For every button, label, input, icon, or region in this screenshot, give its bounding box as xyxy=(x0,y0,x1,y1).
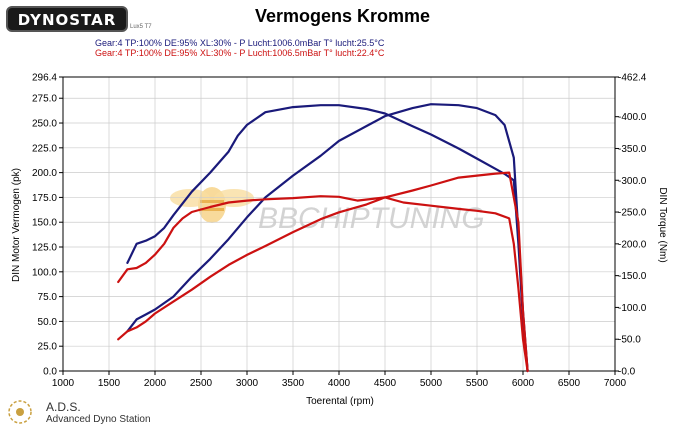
series-line-2-torque xyxy=(126,104,529,373)
series-line-4-torque xyxy=(117,195,529,373)
y-left-tick-label: 0.0 xyxy=(43,367,57,378)
x-tick-label: 5000 xyxy=(420,378,443,389)
y-left-tick-label: 150.0 xyxy=(32,218,57,229)
x-tick-label: 6500 xyxy=(558,378,581,389)
x-tick-label: 4500 xyxy=(374,378,397,389)
series-line-3-power xyxy=(117,171,529,373)
y-left-tick-label: 275.0 xyxy=(32,94,57,105)
y-left-tick-label: 100.0 xyxy=(32,267,57,278)
x-tick-label: 6000 xyxy=(512,378,535,389)
y-left-tick-label: 125.0 xyxy=(32,243,57,254)
logo-small-text: Lux5 T7 xyxy=(130,24,152,30)
watermark-logo: BBCHIPTUNING xyxy=(170,187,485,235)
x-tick-label: 3000 xyxy=(236,378,259,389)
x-tick-label: 5500 xyxy=(466,378,489,389)
y-left-tick-label: 175.0 xyxy=(32,193,57,204)
y-left-tick-label: 75.0 xyxy=(38,292,58,303)
x-tick-label: 1500 xyxy=(98,378,121,389)
series-line-1-power xyxy=(126,103,529,373)
y-axis-label-right: DIN Torque (Nm) xyxy=(657,187,668,262)
y-left-tick-label: 25.0 xyxy=(38,342,58,353)
x-tick-label: 4000 xyxy=(328,378,351,389)
x-tick-label: 2500 xyxy=(190,378,213,389)
ads-logo-icon xyxy=(8,400,32,424)
y-right-tick-label: -100.0 xyxy=(618,303,647,314)
legend-series-1: Gear:4 TP:100% DE:95% XL:30% - P Lucht:1… xyxy=(95,38,385,48)
y-left-tick-label: 50.0 xyxy=(38,317,58,328)
y-left-tick-label: 250.0 xyxy=(32,119,57,130)
footer-brand: A.D.S. xyxy=(46,400,81,414)
y-right-tick-label: -250.0 xyxy=(618,208,647,219)
y-right-tick-label: -300.0 xyxy=(618,176,647,187)
legend-series-2: Gear:4 TP:100% DE:95% XL:30% - P Lucht:1… xyxy=(95,48,385,58)
chart-title: Vermogens Kromme xyxy=(254,6,431,26)
x-tick-label: 3500 xyxy=(282,378,305,389)
x-axis-label: Toerental (rpm) xyxy=(306,396,374,407)
x-tick-label: 1000 xyxy=(52,378,75,389)
plot-frame xyxy=(62,76,616,372)
y-right-tick-label: -200.0 xyxy=(618,239,647,250)
x-tick-label: 2000 xyxy=(144,378,167,389)
axes xyxy=(59,76,619,375)
tick-labels: 1000 1500 2000 2500 3000 3500 4000 4500 5000 5500… xyxy=(32,73,647,390)
y-right-tick-label: -400.0 xyxy=(618,112,647,123)
grid xyxy=(62,76,616,372)
y-right-tick-label: -50.0 xyxy=(618,335,641,346)
y-right-tick-label: -350.0 xyxy=(618,144,647,155)
y-left-tick-label: 200.0 xyxy=(32,168,57,179)
logo-text: DYNOSTAR xyxy=(17,11,117,29)
y-left-tick-label: 225.0 xyxy=(32,143,57,154)
dynostar-logo: DYNOSTAR xyxy=(6,6,128,32)
series-lines xyxy=(117,103,529,373)
y-axis-label-left: DIN Motor Vermogen (pk) xyxy=(11,168,22,282)
y-left-tick-label: 296.4 xyxy=(32,73,57,84)
y-right-tick-label: -0.0 xyxy=(618,367,636,378)
x-tick-label: 7000 xyxy=(604,378,627,389)
y-right-tick-label: -150.0 xyxy=(618,271,647,282)
y-right-tick-label: -462.4 xyxy=(618,73,647,84)
footer-subtitle: Advanced Dyno Station xyxy=(46,414,151,425)
